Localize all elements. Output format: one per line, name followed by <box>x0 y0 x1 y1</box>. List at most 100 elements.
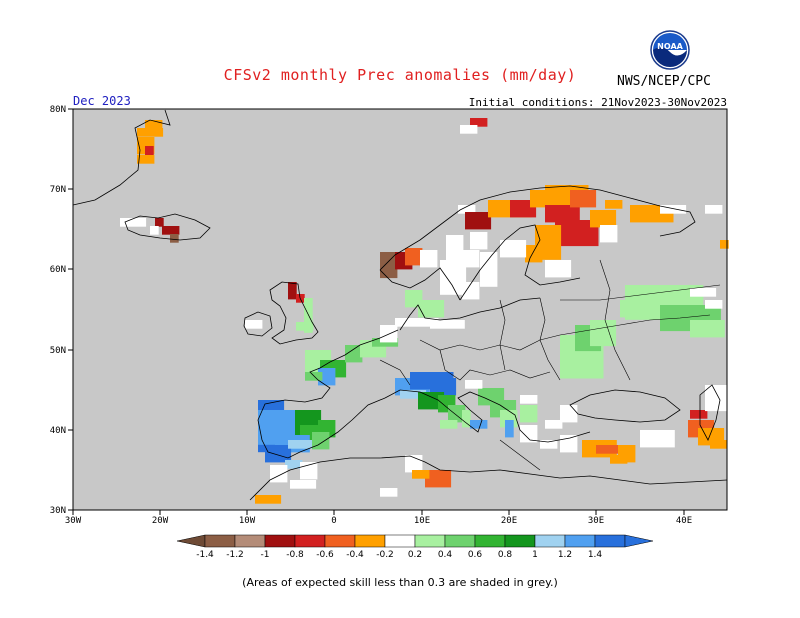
anomaly-cell <box>540 440 558 449</box>
colorbar-box <box>234 534 266 548</box>
lon-label-30w: 30W <box>65 516 82 526</box>
anomaly-cell <box>448 405 466 423</box>
lat-label-40n: 40N <box>50 426 66 436</box>
anomaly-cell <box>465 212 492 230</box>
colorbar-box <box>324 534 356 548</box>
colorbar-box <box>444 534 476 548</box>
anomaly-cell <box>570 190 597 208</box>
anomaly-cell <box>120 218 147 227</box>
anomaly-cell <box>545 420 563 429</box>
colorbar-box <box>564 534 596 548</box>
anomaly-cell <box>418 392 445 410</box>
anomaly-cell <box>288 282 297 300</box>
anomaly-cell <box>462 282 480 300</box>
anomaly-cell <box>288 440 315 449</box>
lat-label-50n: 50N <box>50 346 66 356</box>
colorbar-box <box>204 534 236 548</box>
anomaly-cell <box>530 190 583 208</box>
anomaly-cell <box>150 226 159 235</box>
anomaly-cell <box>155 218 164 227</box>
colorbar-tick-label: 1.2 <box>558 550 572 560</box>
colorbar-box <box>354 534 386 548</box>
anomaly-cell <box>395 318 439 327</box>
anomaly-cell <box>705 300 723 309</box>
colorbar-box <box>384 534 416 548</box>
coastlines <box>72 109 728 501</box>
colorbar-tick-label: -0.8 <box>286 550 304 560</box>
anomaly-cell <box>510 200 537 218</box>
colorbar-box <box>594 534 626 548</box>
anomaly-cell <box>245 320 263 329</box>
colorbar-box <box>474 534 506 548</box>
lon-label-0: 0 <box>331 516 336 526</box>
colorbar-box <box>534 534 566 548</box>
anomaly-cell <box>640 430 675 448</box>
anomaly-cell <box>505 420 514 438</box>
colorbar-tick-label: 0.2 <box>408 550 422 560</box>
anomaly-cell <box>137 155 155 164</box>
anomaly-cell <box>265 445 292 463</box>
anomaly-cell <box>380 488 398 497</box>
anomaly-cell <box>440 260 467 295</box>
anomaly-cell <box>560 435 578 453</box>
lon-label-20w: 20W <box>152 516 169 526</box>
anomaly-cell <box>560 405 578 423</box>
colorbar-tick-label: 1 <box>532 550 538 560</box>
anomaly-cell <box>345 345 363 363</box>
colorbar-tick-label: 0.8 <box>498 550 513 560</box>
anomaly-cell <box>255 495 282 504</box>
anomaly-cell <box>462 410 471 428</box>
colorbar-box <box>414 534 446 548</box>
colorbar-tick-label: -1 <box>261 550 270 560</box>
anomaly-cell <box>170 234 179 243</box>
anomaly-cell <box>290 480 317 489</box>
svg-text:NOAA: NOAA <box>657 42 683 51</box>
anomaly-cell <box>305 372 323 381</box>
anomaly-cell <box>145 120 163 129</box>
anomaly-cell <box>430 320 465 329</box>
anomaly-cell <box>500 240 527 258</box>
colorbar-tick-label: -0.2 <box>376 550 394 560</box>
anomaly-cell <box>520 405 538 423</box>
anomaly-cell <box>710 440 728 449</box>
anomaly-cell <box>590 320 617 347</box>
colorbar-box <box>504 534 536 548</box>
anomaly-cell <box>690 288 717 297</box>
anomaly-cell <box>525 245 543 263</box>
agency-label: NWS/NCEP/CPC <box>617 74 711 89</box>
map-background <box>73 109 727 510</box>
anomaly-cell <box>520 395 538 404</box>
map-title: CFSv2 monthly Prec anomalies (mm/day) <box>223 66 577 84</box>
anomaly-cell <box>137 128 164 137</box>
anomaly-cell <box>285 460 303 469</box>
valid-month: Dec 2023 <box>73 94 131 108</box>
anomaly-cell <box>596 445 623 454</box>
colorbar-tick-label: 0.4 <box>438 550 453 560</box>
colorbar-tick-label: -0.6 <box>316 550 334 560</box>
anomaly-cell <box>720 240 729 249</box>
lat-label-80n: 80N <box>50 105 66 115</box>
skill-footnote: (Areas of expected skill less than 0.3 a… <box>242 576 558 589</box>
anomaly-cell <box>460 125 478 134</box>
anomaly-cell <box>145 146 154 164</box>
anomaly-cell <box>458 205 476 214</box>
anomaly-cell <box>296 322 314 331</box>
colorbar-box <box>264 534 296 548</box>
colorbar-tick-label: -1.4 <box>196 550 214 560</box>
anomaly-cell <box>425 470 452 488</box>
colorbar-labels: -1.4 -1.2 -1 -0.8 -0.6 -0.4 -0.2 0.2 0.4 0.6 0.8 1 1… <box>196 550 602 560</box>
lon-label-30e: 30E <box>588 516 604 526</box>
colorbar <box>176 534 654 548</box>
axis-ticks <box>68 108 685 515</box>
anomaly-cell <box>446 235 464 262</box>
anomaly-cell <box>660 205 687 214</box>
lon-label-10w: 10W <box>239 516 256 526</box>
lon-label-40e: 40E <box>676 516 692 526</box>
anomaly-cell <box>705 205 723 214</box>
lon-label-10e: 10E <box>414 516 430 526</box>
anomaly-cell <box>610 455 628 464</box>
anomaly-cell <box>270 465 288 483</box>
anomaly-cell <box>405 248 423 266</box>
colorbar-tick-label: -1.2 <box>226 550 244 560</box>
